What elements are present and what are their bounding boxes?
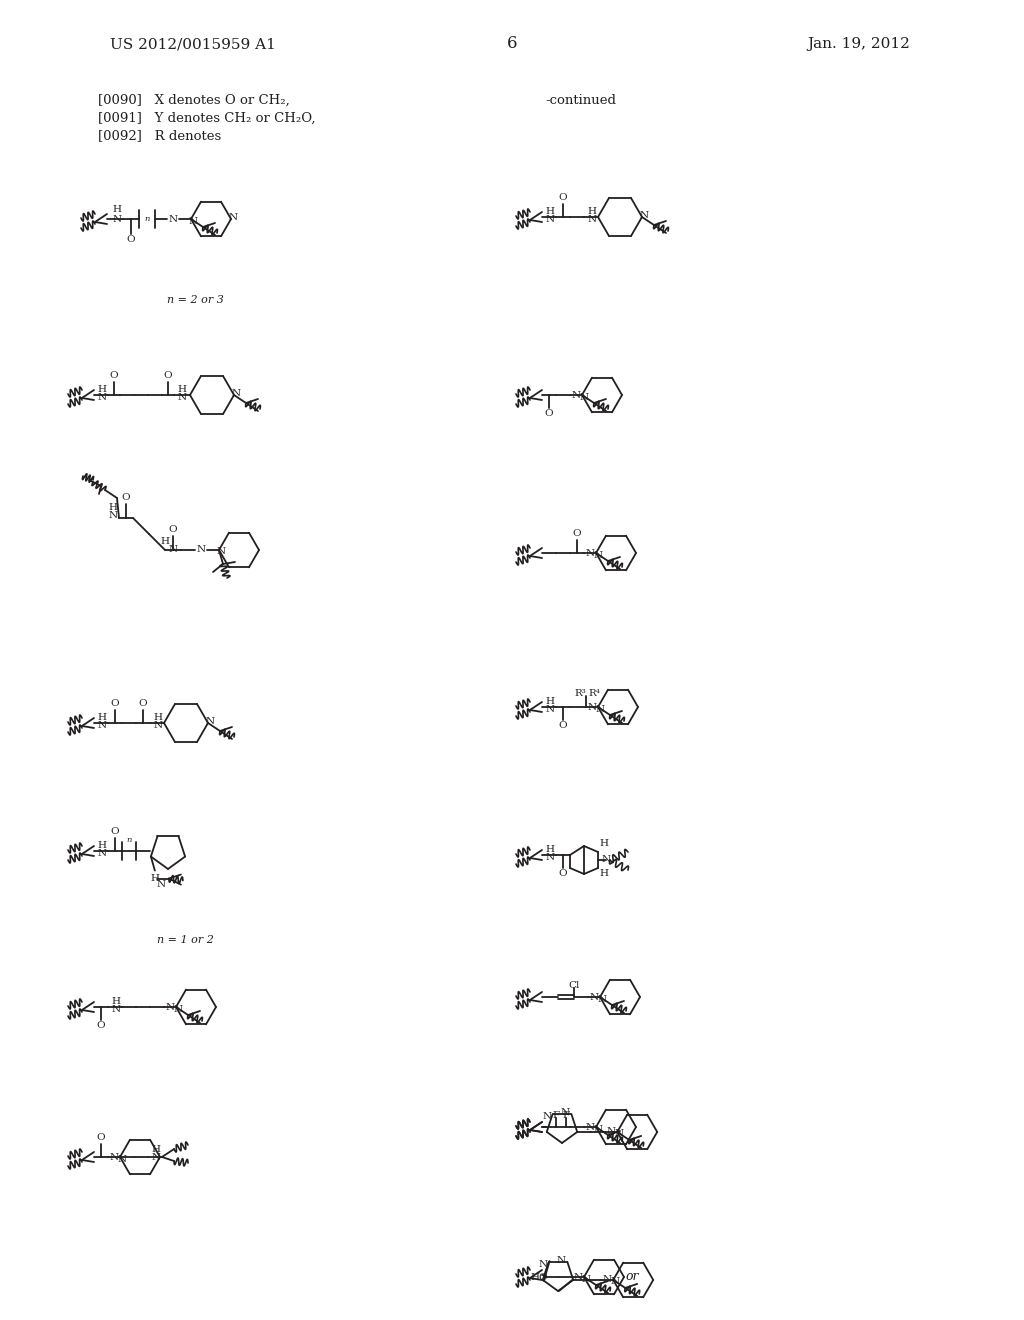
Text: n = 2 or 3: n = 2 or 3 <box>167 294 223 305</box>
Text: O: O <box>96 1022 105 1031</box>
Text: HO: HO <box>530 1272 548 1282</box>
Text: N: N <box>580 392 589 401</box>
Text: N: N <box>601 855 610 865</box>
Text: O: O <box>111 700 120 709</box>
Text: O: O <box>572 529 582 539</box>
Text: US 2012/0015959 A1: US 2012/0015959 A1 <box>110 37 275 51</box>
Text: N: N <box>113 214 122 223</box>
Text: O: O <box>110 371 119 380</box>
Text: Cl: Cl <box>568 982 580 990</box>
Text: N: N <box>546 705 555 714</box>
Text: N: N <box>97 721 106 730</box>
Text: O: O <box>169 525 177 535</box>
Text: R³: R³ <box>574 689 586 698</box>
Text: O: O <box>545 409 553 418</box>
Text: O: O <box>559 870 567 879</box>
Text: N: N <box>557 1255 566 1265</box>
Text: N: N <box>546 853 555 862</box>
Text: [0092]   R denotes: [0092] R denotes <box>98 129 221 143</box>
Text: N: N <box>188 216 198 226</box>
Text: N: N <box>586 1122 595 1131</box>
Text: -continued: -continued <box>545 94 616 107</box>
Text: N: N <box>109 511 118 520</box>
Text: N: N <box>639 211 648 220</box>
Text: O: O <box>111 828 120 837</box>
Text: H: H <box>97 713 106 722</box>
Text: N: N <box>166 1002 174 1011</box>
Text: [0090]   X denotes O or CH₂,: [0090] X denotes O or CH₂, <box>98 94 290 107</box>
Text: N: N <box>177 392 186 401</box>
Text: N: N <box>538 1259 547 1269</box>
Text: N: N <box>197 545 206 554</box>
Text: or: or <box>626 1270 639 1283</box>
Text: H: H <box>152 1144 161 1154</box>
Text: O: O <box>138 700 147 709</box>
Text: H: H <box>154 713 163 722</box>
Text: H: H <box>109 503 118 512</box>
Text: O: O <box>122 494 130 503</box>
Text: H: H <box>97 841 106 850</box>
Text: N: N <box>216 548 225 557</box>
Text: N: N <box>157 880 166 890</box>
Text: 6: 6 <box>507 36 517 53</box>
Text: N: N <box>173 1005 182 1014</box>
Text: n: n <box>126 836 132 843</box>
Text: N: N <box>168 214 177 223</box>
Text: H: H <box>113 206 122 214</box>
Text: [0091]   Y denotes CH₂ or CH₂O,: [0091] Y denotes CH₂ or CH₂O, <box>98 111 315 124</box>
Text: Jan. 19, 2012: Jan. 19, 2012 <box>807 37 910 51</box>
Text: N: N <box>231 389 241 399</box>
Text: N: N <box>152 1152 161 1162</box>
Text: H: H <box>177 384 186 393</box>
Text: N: N <box>118 1155 127 1163</box>
Text: O: O <box>559 194 567 202</box>
Text: N: N <box>590 993 599 1002</box>
Text: H: H <box>546 206 555 215</box>
Text: N: N <box>606 1127 615 1137</box>
Text: N: N <box>588 214 597 223</box>
Text: N: N <box>610 1278 620 1287</box>
Text: F: F <box>552 1111 559 1121</box>
Text: N: N <box>586 549 595 557</box>
Text: N: N <box>110 1152 119 1162</box>
Text: N: N <box>595 705 604 714</box>
Text: N: N <box>206 718 215 726</box>
Text: H: H <box>546 845 555 854</box>
Text: H: H <box>97 384 106 393</box>
Text: N: N <box>582 1275 591 1283</box>
Text: N: N <box>154 721 163 730</box>
Text: N: N <box>571 391 581 400</box>
Text: O: O <box>96 1134 105 1143</box>
Text: n: n <box>144 215 150 223</box>
Text: N: N <box>573 1272 583 1282</box>
Text: N: N <box>594 1125 602 1134</box>
Text: N: N <box>561 1107 570 1117</box>
Text: R⁴: R⁴ <box>588 689 600 698</box>
Text: N: N <box>594 550 602 560</box>
Text: n = 1 or 2: n = 1 or 2 <box>157 935 213 945</box>
Text: N: N <box>97 849 106 858</box>
Text: N: N <box>542 1111 551 1121</box>
Text: N: N <box>112 1005 121 1014</box>
Text: N: N <box>546 214 555 223</box>
Text: N: N <box>603 1275 611 1284</box>
Text: H: H <box>546 697 555 705</box>
Text: O: O <box>559 722 567 730</box>
Text: F: F <box>562 1111 569 1121</box>
Text: N: N <box>614 1130 624 1138</box>
Text: O: O <box>164 371 172 380</box>
Text: H: H <box>599 870 608 879</box>
Text: H: H <box>112 997 121 1006</box>
Text: N: N <box>228 213 238 222</box>
Text: H: H <box>599 840 608 849</box>
Text: H: H <box>588 206 597 215</box>
Text: N: N <box>168 545 177 554</box>
Text: N: N <box>97 392 106 401</box>
Text: H: H <box>161 537 170 546</box>
Text: N: N <box>588 702 597 711</box>
Text: O: O <box>127 235 135 244</box>
Text: N: N <box>597 994 606 1003</box>
Text: H: H <box>151 874 160 883</box>
